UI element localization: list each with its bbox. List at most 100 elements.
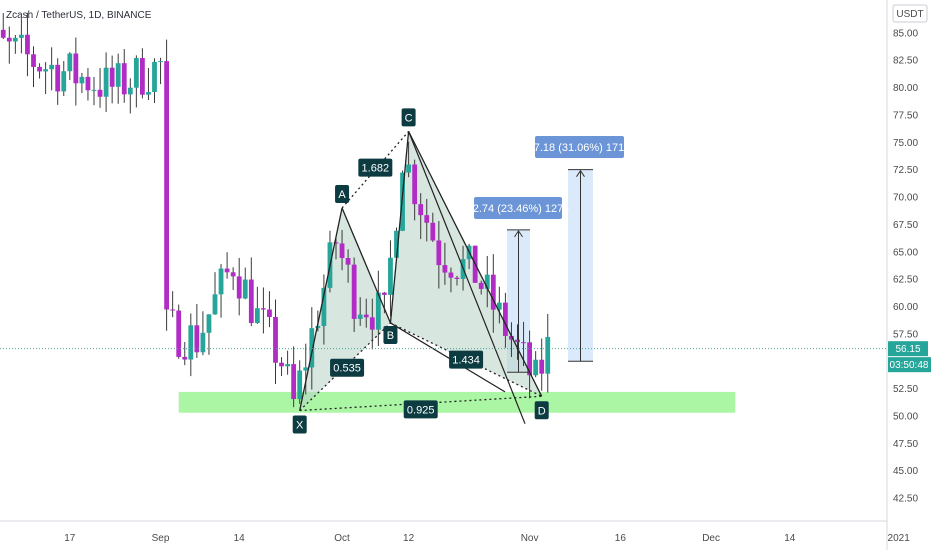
candle-body-5 [0, 29, 6, 38]
pattern-leg-xa [299, 207, 343, 411]
ratio-label-xad-text: 0.925 [407, 404, 435, 416]
candle-body-40 [212, 294, 218, 315]
price-tick-9: 65.00 [893, 247, 918, 258]
candles-layer [0, 12, 551, 408]
ratio-label-xab: 0.535 [330, 358, 365, 377]
candle-body-64 [357, 314, 363, 319]
ratio-label-xab-box [330, 358, 365, 377]
price-tick-7: 60.00 [893, 302, 918, 313]
target-arrows [507, 169, 593, 373]
ratio-label-bcd-text: 1.434 [452, 355, 480, 367]
pattern-leg-cd [408, 131, 543, 397]
ratio-label-abc-text: 1.682 [362, 163, 390, 175]
price-tick-3: 50.00 [893, 412, 918, 423]
candle-body-68 [382, 292, 387, 295]
chart-title: Zcash / TetherUS, 1D, BINANCE [6, 10, 152, 21]
time-tick-6: 16 [615, 533, 627, 544]
point-label-a-box [335, 185, 350, 203]
candle-body-62 [345, 258, 351, 265]
candle-body-47 [254, 308, 260, 323]
time-tick-4: 12 [403, 533, 415, 544]
candle-body-85 [484, 274, 490, 289]
currency-label: USDT [896, 9, 923, 20]
candle-body-69 [388, 257, 393, 295]
candle-body-19 [85, 76, 91, 91]
candle-body-10 [31, 54, 36, 67]
point-label-b: B [383, 325, 398, 344]
time-tick-0: 17 [64, 533, 76, 544]
price-tick-0: 42.50 [893, 494, 918, 505]
candle-body-14 [55, 64, 61, 92]
price-tick-10: 67.50 [893, 220, 918, 231]
candle-body-87 [496, 302, 502, 310]
candle-body-95 [545, 336, 551, 374]
candle-body-21 [97, 89, 103, 97]
time-tick-3: Oct [334, 533, 350, 544]
point-label-d: D [534, 401, 549, 420]
candle-body-56 [309, 328, 315, 368]
candle-body-24 [115, 63, 121, 87]
candle-body-88 [503, 302, 508, 336]
candle-body-6 [6, 37, 12, 42]
candle-body-38 [200, 332, 206, 353]
currency-badge-box [892, 4, 928, 23]
price-tick-8: 62.50 [893, 275, 918, 286]
price-ticks: 42.5045.0047.5050.0052.5055.0057.5060.00… [893, 28, 918, 504]
candle-body-39 [206, 314, 212, 333]
target-label-2[interactable]: 17.18 (31.06%) 1718 [528, 136, 631, 158]
support-zone[interactable] [178, 391, 736, 413]
candle-body-63 [351, 264, 357, 319]
candle-body-76 [430, 222, 436, 241]
candle-body-72 [406, 164, 411, 173]
candle-body-84 [478, 282, 484, 289]
candle-body-45 [242, 279, 248, 299]
candle-body-52 [285, 364, 290, 367]
candle-body-90 [515, 339, 520, 343]
time-tick-2: 14 [234, 533, 246, 544]
current-price-badge: 56.15 03:50:48 [888, 341, 931, 373]
countdown-value: 03:50:48 [890, 360, 929, 371]
candle-body-33 [170, 309, 176, 311]
target-arrow-head-1 [514, 229, 523, 238]
candle-body-28 [140, 58, 145, 95]
countdown-badge-box [888, 357, 931, 373]
point-label-x-box [292, 415, 307, 434]
target-label-2-text: 17.18 (31.06%) 1718 [528, 142, 631, 154]
time-tick-8: 14 [784, 533, 796, 544]
candle-body-58 [321, 287, 327, 327]
candle-body-54 [297, 370, 303, 400]
candle-body-27 [133, 58, 139, 88]
price-axis-panel[interactable] [887, 0, 932, 550]
currency-selector[interactable]: USDT [892, 4, 928, 23]
candle-body-55 [303, 367, 309, 371]
point-label-x-text: X [296, 420, 304, 432]
candle-body-93 [533, 359, 539, 376]
candle-body-25 [121, 63, 127, 95]
candle-body-43 [230, 272, 236, 277]
current-price-value: 56.15 [895, 344, 920, 355]
candle-body-26 [127, 87, 133, 95]
target-label-1[interactable]: 12.74 (23.46%) 1274 [467, 197, 570, 219]
ratio-label-xab-text: 0.535 [333, 363, 361, 375]
price-tick-4: 52.50 [893, 384, 918, 395]
pattern-xab-fill [299, 208, 391, 411]
target-label-1-box [474, 197, 562, 219]
candle-body-74 [418, 204, 424, 216]
candle-body-17 [73, 53, 79, 84]
point-label-x: X [292, 415, 307, 434]
time-tick-9: 2021 [888, 533, 911, 544]
price-tick-12: 72.50 [893, 165, 918, 176]
candle-body-86 [490, 274, 496, 310]
candle-body-18 [79, 76, 85, 84]
candle-body-67 [375, 292, 381, 330]
price-tick-17: 85.00 [893, 28, 918, 39]
candle-body-35 [182, 356, 188, 360]
candle-body-92 [527, 342, 532, 376]
ratio-label-abc: 1.682 [358, 158, 393, 177]
candle-body-46 [248, 279, 254, 323]
candle-body-94 [539, 359, 545, 374]
price-tick-14: 77.50 [893, 110, 918, 121]
candle-body-48 [261, 308, 266, 310]
point-label-c-box [401, 108, 416, 127]
